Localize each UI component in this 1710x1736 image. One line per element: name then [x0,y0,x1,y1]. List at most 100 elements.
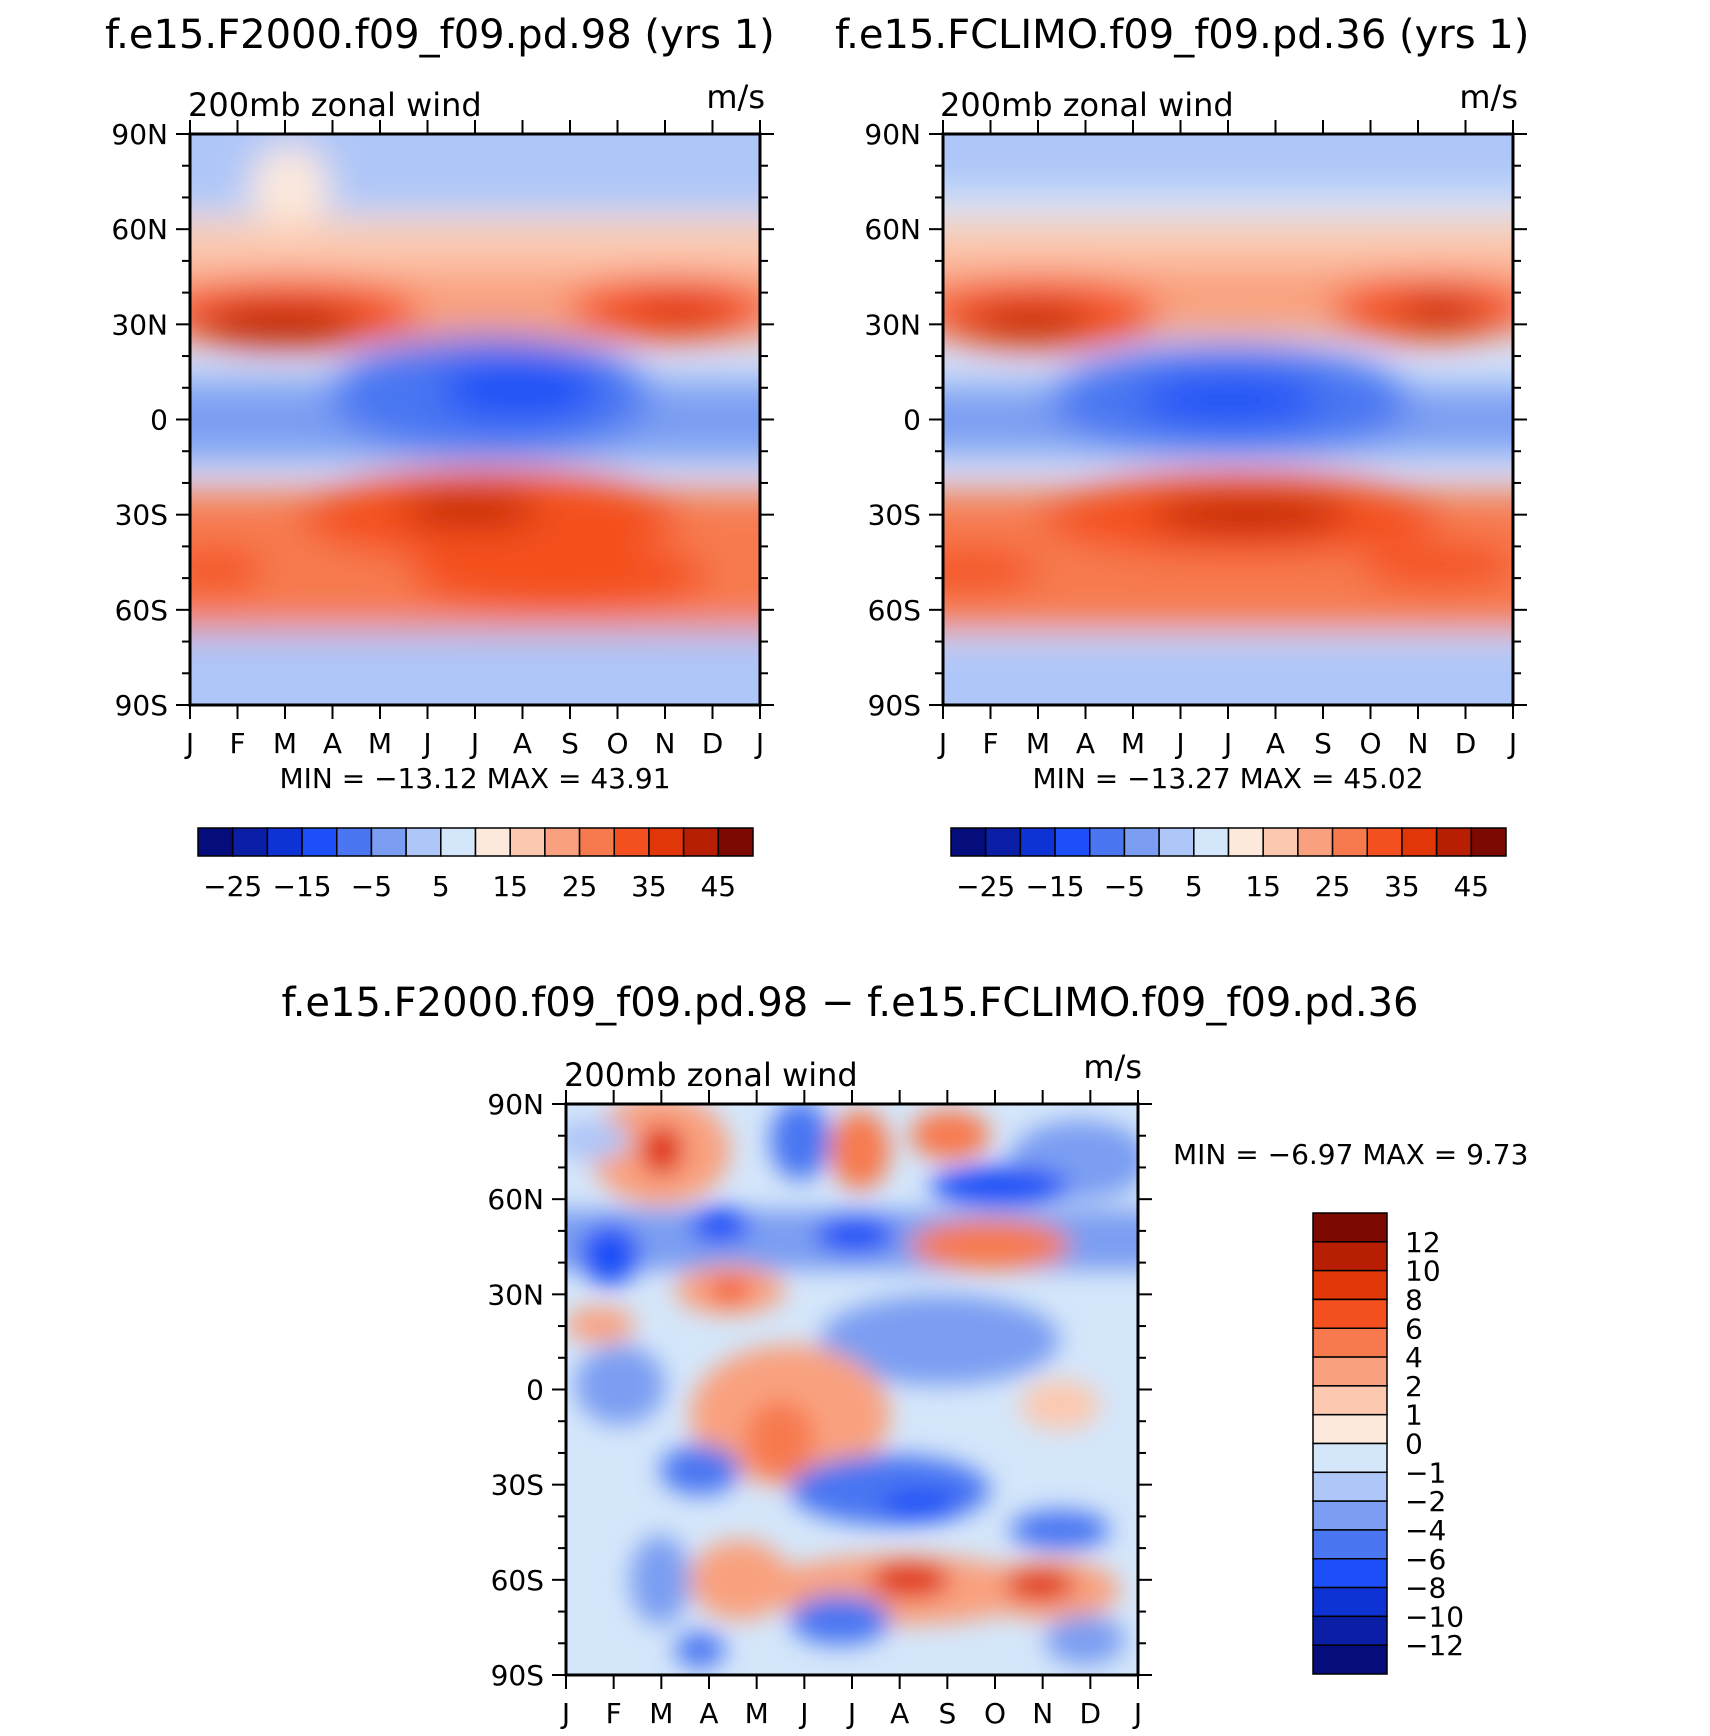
y-tick-label: 60S [491,1564,544,1597]
colorbar-box [1312,1615,1388,1646]
colorbar-box [984,827,1022,857]
colorbar-label: −8 [1405,1572,1446,1605]
colorbar-a: −25 −15 −5 5 15 25 35 45 [197,827,754,903]
x-tick-label: J [798,1697,808,1730]
colorbar-label: 35 [631,870,667,903]
x-tick-label: M [368,727,392,760]
colorbar-box [1312,1471,1388,1502]
panel-title-model: f.e15.F2000.f09_f09.pd.98 (yrs 1) [105,12,775,58]
x-tick-label: F [229,727,245,760]
x-tick-label: A [1076,727,1095,760]
colorbar-label: −1 [1405,1456,1446,1489]
colorbar-box [1193,827,1230,857]
colorbar-label: 35 [1384,870,1420,903]
y-tick-label: 90S [868,689,921,722]
y-tick-label: 60S [115,594,168,627]
y-tick-label: 30S [868,499,921,532]
colorbar-box [578,827,615,857]
x-tick-label: J [1507,727,1517,760]
y-tick-label: 90N [487,1088,544,1121]
colorbar-label: 10 [1405,1255,1441,1288]
x-tick-label: M [1121,727,1145,760]
x-tick-label: S [938,1697,956,1730]
left-label-b: 200mb zonal wind [940,86,1234,124]
colorbar-box [950,827,987,857]
y-tick-label: 60N [864,213,921,246]
y-tick-label: 60N [487,1183,544,1216]
left-label-c: 200mb zonal wind [564,1056,858,1094]
colorbar-box [1123,827,1160,857]
x-tick-label: N [1408,727,1429,760]
colorbar-label: 6 [1405,1312,1423,1345]
y-tick-label: 90S [115,689,168,722]
colorbar-label: −10 [1405,1600,1464,1633]
units-a: m/s [706,78,765,116]
field-difference [566,1104,1138,1675]
colorbar-box [197,827,234,857]
colorbar-label: −6 [1405,1543,1446,1576]
x-tick-label: A [890,1697,909,1730]
colorbar-box [1158,827,1195,857]
y-tick-label: 90N [864,118,921,151]
y-tick-label: 60S [868,594,921,627]
colorbar-box [1312,1269,1388,1301]
x-tick-label: F [982,727,998,760]
x-tick-label: D [1455,727,1477,760]
y-tick-label: 0 [150,404,168,437]
x-tick-label: J [1174,727,1184,760]
x-tick-label: J [754,727,764,760]
colorbar-box [1312,1442,1388,1474]
colorbar-label: 8 [1405,1283,1423,1316]
colorbar-box [1054,827,1091,857]
x-tick-label: M [1026,727,1050,760]
colorbar-label: 4 [1405,1341,1423,1374]
x-tick-label: J [846,1697,856,1730]
colorbar-box [474,827,511,857]
colorbar-label: 1 [1405,1399,1423,1432]
x-tick-label: S [1314,727,1332,760]
colorbar-box [405,827,442,857]
colorbar-box [266,827,303,857]
colorbar-box [1331,827,1368,857]
colorbar-label: −2 [1405,1485,1446,1518]
colorbar-box [1297,827,1334,857]
colorbar-label: −25 [956,870,1015,903]
x-tick-label: N [1032,1697,1053,1730]
x-tick-label: J [1222,727,1232,760]
colorbar-label: −5 [1104,870,1145,903]
colorbar-box [1312,1644,1388,1675]
colorbar-box [1312,1356,1388,1387]
colorbar-label: −4 [1405,1514,1446,1547]
colorbar-label: −15 [1026,870,1085,903]
colorbar-box [1312,1241,1388,1272]
stats-c: MIN = −6.97 MAX = 9.73 [1173,1138,1528,1171]
x-tick-label: J [1132,1697,1142,1730]
x-tick-label: M [273,727,297,760]
colorbar-label: −25 [203,870,262,903]
colorbar-box [1435,827,1473,857]
colorbar-label: 45 [1453,870,1489,903]
panel-difference: 200mb zonal wind m/s [487,1048,1528,1730]
colorbar-box [544,827,581,857]
colorbar-box [1312,1298,1388,1329]
colorbar-box [440,827,477,857]
y-tick-label: 30N [864,308,921,341]
colorbar-box [509,827,546,857]
colorbar-box [1312,1327,1388,1358]
y-tick-label: 30S [115,499,168,532]
colorbar-box [1312,1529,1388,1560]
colorbar-label: −5 [351,870,392,903]
x-tick-label: M [649,1697,673,1730]
x-tick-label: M [745,1697,769,1730]
left-label-a: 200mb zonal wind [188,86,482,124]
units-c: m/s [1083,1048,1142,1086]
colorbar-box [613,827,650,857]
colorbar-box [1227,827,1264,857]
x-tick-label: O [984,1697,1006,1730]
colorbar-label: 0 [1405,1428,1423,1461]
x-tick-label: S [561,727,579,760]
colorbar-label: 2 [1405,1370,1423,1403]
